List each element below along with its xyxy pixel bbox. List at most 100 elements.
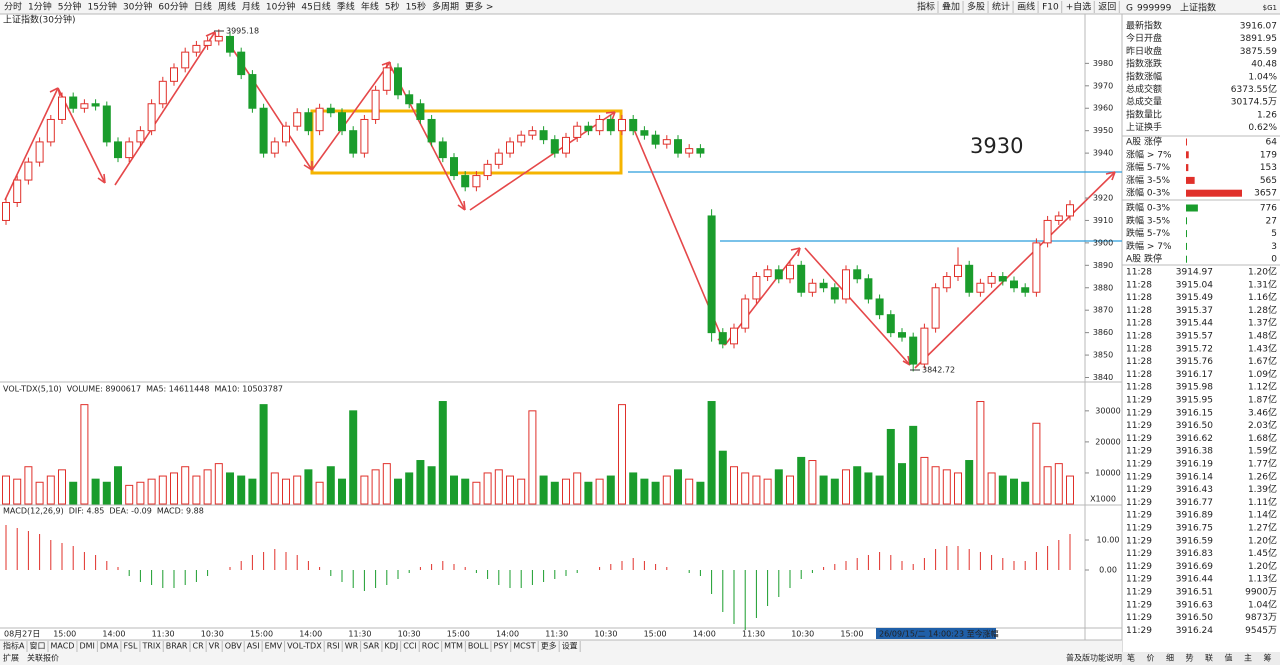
period-tab[interactable]: 月线 (242, 1, 260, 13)
y-tick-label: 3850 (1093, 351, 1113, 360)
bottom-tab[interactable]: 关联报价 (27, 653, 59, 663)
indicator-tab[interactable]: MTM (444, 642, 463, 651)
indicator-tab[interactable]: CCI (403, 642, 417, 651)
tool-button[interactable]: 返回 (1098, 1, 1116, 13)
period-tab[interactable]: 60分钟 (158, 1, 187, 13)
period-tab[interactable]: 1分钟 (28, 1, 52, 13)
tick-time: 11:29 (1126, 460, 1152, 470)
indicator-tab[interactable]: EMV (265, 642, 283, 651)
tick-price: 3915.04 (1176, 280, 1213, 290)
tick-volume: 1.20亿 (1248, 534, 1277, 546)
period-tab[interactable]: 10分钟 (266, 1, 295, 13)
tool-button[interactable]: F10 (1042, 3, 1059, 13)
period-tab[interactable]: 15秒 (406, 1, 426, 13)
indicator-tab[interactable]: VR (209, 642, 220, 651)
tick-volume: 1.12亿 (1248, 381, 1277, 393)
volume-bar (270, 472, 279, 505)
volume-bar (662, 475, 671, 505)
indicator-tab[interactable]: PSY (493, 642, 508, 651)
candle-body (763, 269, 772, 278)
period-tab[interactable]: 更多 > (465, 1, 493, 13)
volume-bar (562, 478, 570, 505)
indicator-tab[interactable]: SAR (363, 642, 380, 651)
candle-body (987, 276, 996, 284)
volume-bar (102, 481, 111, 505)
indicator-tab[interactable]: TRIX (141, 642, 161, 651)
period-tab[interactable]: 多周期 (432, 1, 459, 13)
indicator-tab[interactable]: 窗口 (29, 641, 45, 651)
period-tab[interactable]: 30分钟 (123, 1, 152, 13)
candle-body (13, 179, 22, 203)
stat-value: 1.04% (1248, 72, 1277, 82)
indicator-tab[interactable]: VOL-TDX (287, 642, 322, 651)
high-label: 3995.18 (226, 27, 259, 36)
panel-button[interactable]: 联 (1205, 654, 1213, 663)
period-tab[interactable]: 5秒 (385, 1, 400, 13)
indicator-tab[interactable]: BRAR (166, 642, 188, 651)
volume-bar (58, 469, 66, 505)
tool-button[interactable]: 叠加 (942, 2, 960, 13)
period-tab[interactable]: 季线 (337, 1, 355, 13)
candle-body (147, 103, 156, 132)
tool-button[interactable]: +自选 (1066, 1, 1092, 13)
panel-button[interactable]: 主 (1244, 653, 1252, 663)
stat-value: 0.62% (1248, 123, 1277, 133)
panel-button[interactable]: 细 (1166, 653, 1174, 663)
tool-button[interactable]: 统计 (992, 1, 1010, 13)
volume-bar (226, 472, 234, 505)
stat-label: 昨日收盘 (1126, 45, 1162, 57)
volume-bar (69, 481, 78, 505)
x-tick-label: 15:00 (53, 630, 76, 639)
volume-bar (35, 481, 44, 505)
period-tab[interactable]: 15分钟 (87, 1, 116, 13)
period-tab[interactable]: 年线 (361, 1, 379, 13)
indicator-tab[interactable]: OBV (225, 642, 243, 651)
tick-volume: 1.31亿 (1248, 278, 1277, 290)
indicator-tab[interactable]: ASI (247, 642, 260, 651)
indicator-tab[interactable]: MCST (513, 642, 536, 651)
volume-bar (259, 404, 268, 505)
period-tab[interactable]: 5分钟 (58, 1, 82, 13)
candle-body (326, 107, 335, 114)
indicator-tab[interactable]: 更多 (541, 641, 557, 651)
indicator-tab[interactable]: RSI (327, 642, 340, 651)
y-tick-label: 3880 (1093, 283, 1113, 292)
indicator-tab[interactable]: MACD (50, 642, 74, 651)
period-tab[interactable]: 周线 (218, 1, 236, 13)
indicator-tab[interactable]: DMA (100, 642, 119, 651)
period-tab[interactable]: 分时 (4, 1, 22, 13)
tool-button[interactable]: 画线 (1017, 1, 1035, 13)
panel-button[interactable]: 值 (1225, 653, 1233, 663)
panel-button[interactable]: 筹 (1264, 653, 1272, 663)
indicator-tab[interactable]: 指标A (3, 641, 25, 651)
footer-link[interactable]: 普及版功能说明 (1066, 653, 1122, 663)
indicator-tab[interactable]: CR (193, 642, 205, 651)
indicator-tab[interactable]: 设置 (562, 641, 578, 651)
volume-bar (730, 466, 738, 505)
indicator-tab[interactable]: DMI (79, 642, 94, 651)
panel-button[interactable]: 势 (1186, 653, 1194, 663)
panel-button[interactable]: 价 (1147, 654, 1155, 663)
bottom-tab[interactable]: 扩展 (3, 653, 19, 663)
candle-body (382, 67, 391, 91)
indicator-tab[interactable]: FSL (123, 642, 138, 651)
breadth-label: 涨幅 5-7% (1126, 161, 1171, 173)
tool-button[interactable]: 指标 (917, 1, 935, 13)
tick-price: 3916.83 (1176, 549, 1213, 559)
volume-bar (192, 475, 201, 505)
indicator-tab[interactable]: KDJ (384, 642, 398, 651)
volume-bar (763, 478, 772, 505)
indicator-tab[interactable]: ROC (422, 642, 440, 651)
panel-button[interactable]: 笔 (1127, 653, 1135, 663)
tick-time: 11:29 (1126, 408, 1152, 418)
period-tab[interactable]: 日线 (194, 1, 212, 13)
tick-price: 3916.69 (1176, 562, 1213, 572)
indicator-tab[interactable]: BOLL (468, 642, 489, 651)
name: 上证指数 (1180, 2, 1216, 14)
breadth-count: 153 (1260, 163, 1277, 173)
candle-body (69, 96, 78, 109)
tool-button[interactable]: 多股 (967, 1, 985, 13)
period-tab[interactable]: 45日线 (301, 1, 330, 13)
candle-body (808, 282, 817, 293)
indicator-tab[interactable]: WR (345, 642, 359, 651)
